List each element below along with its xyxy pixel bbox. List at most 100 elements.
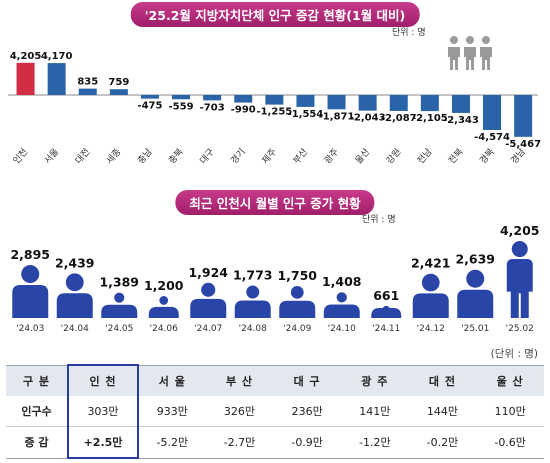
figure-value-label: 2,639 (455, 252, 495, 267)
bar-value-label: -2,043 (350, 113, 386, 124)
month-label: '24.10 (328, 324, 357, 334)
month-label: '24.05 (105, 324, 133, 334)
person-figure (234, 285, 271, 318)
table-cell: -0.2만 (408, 426, 477, 459)
people-group-icon (448, 36, 492, 70)
table-cell: +2.5만 (67, 426, 139, 459)
month-label: '24.08 (239, 324, 268, 334)
month-label: '24.07 (194, 324, 222, 334)
table-header: 서 울 (138, 364, 206, 396)
bar-충남 (140, 95, 159, 99)
figure-value-label: 2,421 (411, 256, 451, 271)
person-icon (480, 47, 492, 70)
month-label: '24.09 (283, 324, 312, 334)
bar-value-label: -703 (200, 102, 225, 113)
bar-대구 (203, 95, 222, 101)
bar-세종 (109, 89, 128, 95)
bar-전남 (420, 95, 439, 112)
bar-울산 (358, 95, 377, 111)
table-header: 구 분 (6, 364, 68, 396)
person-icon (448, 47, 460, 70)
month-label: '24.03 (16, 324, 44, 334)
bar-경기 (234, 95, 253, 103)
population-table: 구 분 인 천 서 울 부 산 대 구 광 주 대 전 울 산 인구수 303만… (6, 364, 544, 459)
person-icon (464, 47, 476, 70)
bar-value-label: 759 (108, 77, 129, 88)
table-cell: -1.2만 (340, 426, 409, 459)
figure-value-label: 1,200 (144, 278, 184, 293)
table-cell: 141만 (340, 396, 409, 427)
table-cell: -5.2만 (138, 426, 206, 459)
person-figure (412, 273, 449, 318)
bar-충북 (172, 95, 191, 100)
figure-value-label: 2,439 (55, 255, 95, 270)
bar-서울 (47, 63, 66, 95)
person-icon (450, 36, 458, 44)
person-icon (482, 36, 490, 44)
bar-value-label: -559 (169, 101, 194, 112)
table-cell: -0.9만 (273, 426, 341, 459)
bar-value-label: 4,205 (10, 51, 42, 62)
person-figure (457, 269, 494, 318)
table-row: 증 감 +2.5만 -5.2만 -2.7만 -0.9만 -1.2만 -0.2만 … (6, 426, 544, 459)
bar-value-label: -1,871 (319, 111, 355, 122)
table-header: 부 산 (205, 364, 274, 396)
table-cell: 326만 (205, 396, 274, 427)
person-figure (190, 282, 227, 318)
bar-전북 (451, 95, 470, 113)
table-cell: -0.6만 (476, 426, 544, 459)
table-row: 인구수 303만 933만 326만 236만 141만 144만 110만 (6, 396, 544, 427)
bar-경북 (483, 95, 502, 130)
bar-제주 (265, 95, 284, 105)
chart1-unit: 단위 : 명 (392, 28, 426, 38)
figure-value-label: 1,408 (322, 274, 362, 289)
table-header-row: 구 분 인 천 서 울 부 산 대 구 광 주 대 전 울 산 (6, 364, 544, 396)
bar-value-label: -4,574 (474, 132, 510, 143)
figure-value-label: 1,924 (188, 265, 228, 280)
month-label: '24.06 (150, 324, 179, 334)
bar-광주 (327, 95, 346, 110)
month-label: '25.02 (506, 324, 534, 334)
table-header: 인 천 (67, 364, 139, 396)
bar-value-label: -475 (137, 101, 162, 112)
table-cell: 144만 (408, 396, 477, 427)
person-figure (12, 265, 49, 318)
bar-value-label: 835 (77, 77, 98, 88)
month-label: '24.11 (372, 324, 400, 334)
table-cell: -2.7만 (205, 426, 274, 459)
figure-value-label: 1,750 (277, 268, 317, 283)
month-label: '25.01 (461, 324, 489, 334)
person-figure (371, 305, 402, 318)
regional-bar-chart: 4,205인천4,170서울835대전759세종-475충남-559충북-703… (8, 36, 541, 166)
chart2-unit: 단위 : 명 (362, 215, 396, 225)
table-cell: 303만 (67, 396, 139, 427)
table-cell: 증 감 (6, 426, 68, 459)
figure-value-label: 1,389 (99, 275, 139, 290)
table-header: 대 전 (408, 364, 477, 396)
table-header: 광 주 (340, 364, 409, 396)
person-figure (56, 273, 93, 318)
bar-인천 (16, 62, 35, 95)
bar-value-label: -5,467 (505, 139, 541, 150)
chart1-title: '25.2월 지방자치단체 인구 증감 현황(1월 대비) (130, 2, 420, 27)
table-cell: 933만 (138, 396, 206, 427)
bar-대전 (78, 88, 97, 95)
person-figure (323, 292, 360, 318)
table-cell: 110만 (476, 396, 544, 427)
bar-강원 (389, 95, 408, 111)
chart2-title: 최근 인천시 월별 인구 증가 현황 (175, 190, 375, 215)
person-figure (506, 241, 533, 318)
figure-value-label: 661 (373, 288, 399, 303)
table-header: 울 산 (476, 364, 544, 396)
table-unit: (단위 : 명) (490, 348, 538, 360)
bar-value-label: -2,087 (381, 113, 417, 124)
figure-value-label: 4,205 (500, 223, 540, 238)
bar-value-label: -1,255 (256, 107, 292, 118)
person-figure (101, 292, 138, 318)
month-label: '24.04 (61, 324, 90, 334)
table-cell: 인구수 (6, 396, 68, 427)
bar-value-label: -1,554 (288, 109, 324, 120)
bar-value-label: -990 (231, 105, 256, 116)
bar-value-label: -2,343 (443, 115, 479, 126)
bar-경남 (514, 95, 533, 137)
